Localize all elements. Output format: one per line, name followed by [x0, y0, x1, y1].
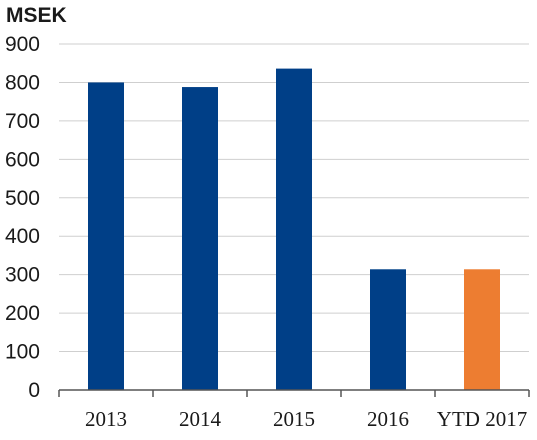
- x-tick-label: YTD 2017: [437, 407, 527, 431]
- bar-2015: [276, 68, 312, 391]
- x-tick-label: 2013: [85, 407, 127, 431]
- y-tick-label: 100: [5, 341, 40, 364]
- bar-2013: [88, 82, 124, 390]
- bar-2014: [182, 87, 218, 391]
- x-tick-label: 2016: [367, 407, 409, 431]
- y-tick-label: 800: [5, 71, 40, 94]
- y-tick-label: 200: [5, 302, 40, 325]
- y-tick-label: 900: [5, 33, 40, 56]
- y-tick-label: 400: [5, 225, 40, 248]
- bar-2016: [370, 269, 406, 390]
- x-tick-label: 2015: [273, 407, 315, 431]
- y-tick-label: 600: [5, 148, 40, 171]
- y-tick-label: 700: [5, 110, 40, 133]
- y-tick-label: 500: [5, 187, 40, 210]
- bar-ytd-2017: [464, 269, 500, 390]
- y-axis-unit-label: MSEK: [6, 4, 67, 27]
- y-tick-label: 0: [28, 379, 40, 402]
- y-tick-label: 300: [5, 264, 40, 287]
- x-tick-label: 2014: [179, 407, 222, 431]
